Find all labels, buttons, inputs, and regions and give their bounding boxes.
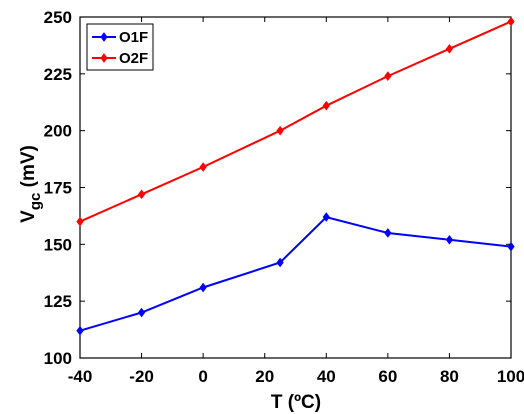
y-tick-label: 250 [44,8,72,27]
y-tick-label: 175 [44,179,72,198]
x-tick-label: 0 [198,367,207,386]
data-point-o2f [384,71,392,81]
data-point-o1f [322,212,330,222]
data-point-o2f [276,125,284,136]
plot-frame [79,16,512,359]
legend-marker-o2f [100,53,108,63]
plot-area [79,16,512,359]
y-tick-label: 150 [44,235,72,254]
data-point-o1f [137,307,146,318]
x-tick-label: 60 [378,367,397,386]
y-tick-label: 100 [44,349,72,368]
x-tick-label: 100 [497,367,524,386]
x-tick-label: 20 [255,367,274,386]
y-axis-title-sub: gc [27,193,44,211]
x-axis-title: T (ºC) [271,392,321,413]
data-point-o1f [445,234,454,245]
y-axis: 100 125 150 175 200 225 250 [44,8,511,368]
series-layer [76,16,515,336]
y-axis-title-main: V [18,210,39,223]
data-point-o1f [507,241,515,252]
y-tick-label: 200 [44,122,72,141]
data-point-o2f [322,100,330,111]
data-point-o1f [384,228,392,238]
series-line-o1f [79,215,512,332]
y-tick-label: 225 [44,65,72,84]
x-tick-label: 80 [440,367,459,386]
x-tick-label: -40 [68,367,93,386]
x-tick-label: 40 [317,367,336,386]
legend-marker-o1f [100,32,108,42]
legend-label-o2f: O2F [119,50,148,67]
x-tick-label: -20 [129,367,154,386]
y-tick-label: 125 [44,292,72,311]
data-point-o2f [76,216,84,227]
y-axis-title: Vgc (mV) [18,145,44,223]
legend-box [86,23,154,71]
data-point-o1f [276,257,284,268]
legend-label-o1f: O1F [119,29,148,46]
data-point-o2f [199,162,207,172]
data-point-o1f [199,282,207,293]
data-point-o2f [507,16,515,27]
x-axis: -40 -20 0 20 40 60 80 100 [68,17,524,386]
data-point-o2f [137,189,146,200]
series-line-o2f [79,20,512,223]
data-point-o2f [445,43,454,54]
y-axis-title-unit: (mV) [18,145,39,193]
data-point-o1f [76,325,84,336]
